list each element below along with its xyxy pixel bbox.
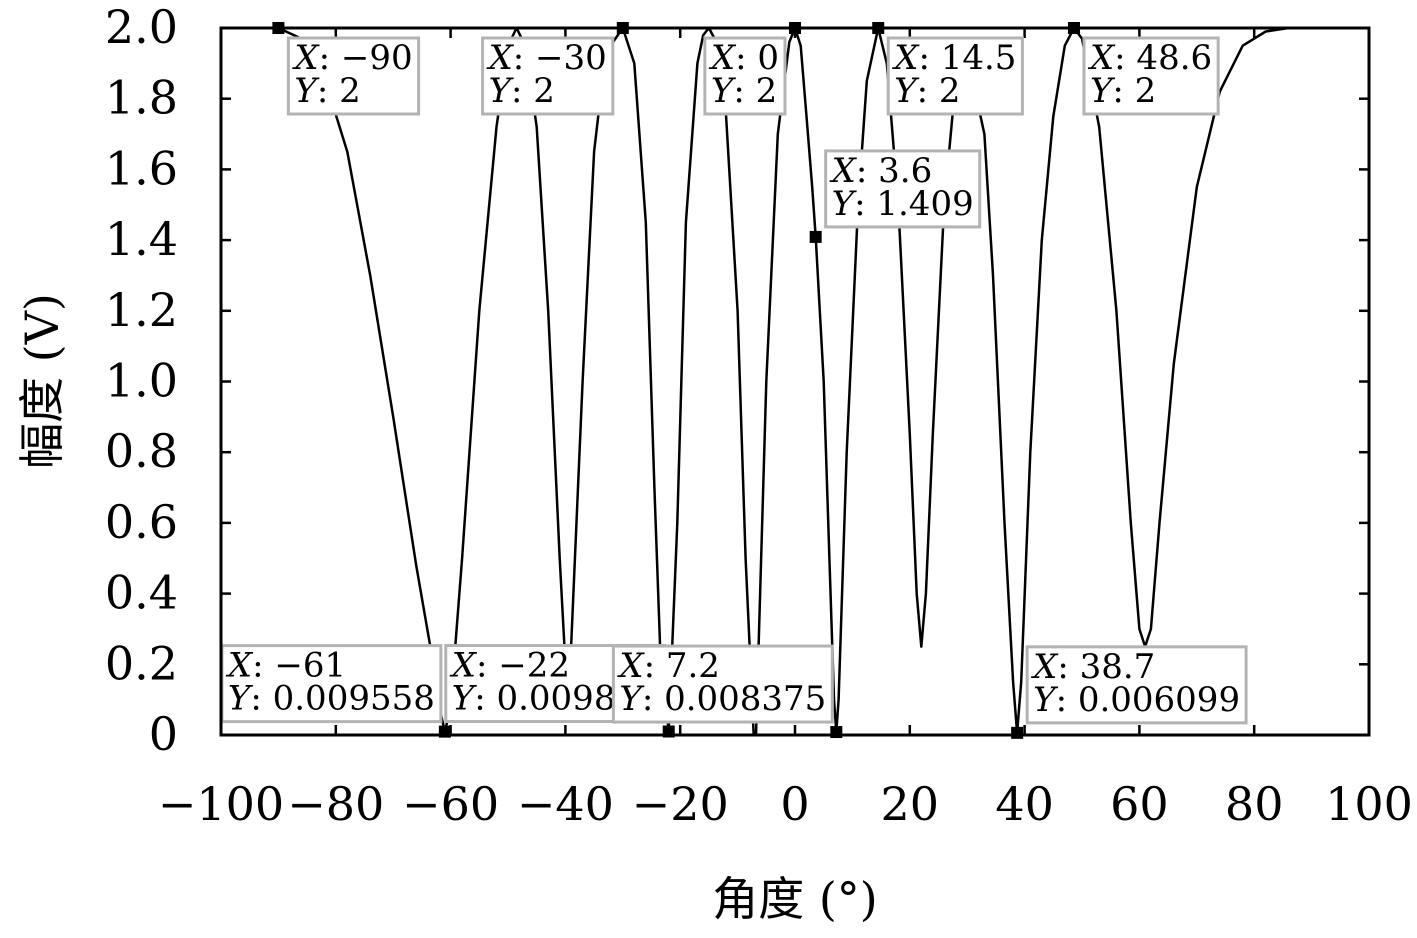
x-tick-label: −80 xyxy=(287,777,384,831)
datatip-x-text: X: 7.2 xyxy=(616,646,720,686)
datatip: X: 38.7Y: 0.006099 xyxy=(1025,645,1248,725)
datatip: X: 14.5Y: 2 xyxy=(886,36,1024,116)
y-tick-label: 1.8 xyxy=(105,71,178,125)
x-tick-label: −20 xyxy=(632,777,729,831)
x-tick-label: 60 xyxy=(1110,777,1169,831)
x-tick-label: −60 xyxy=(402,777,499,831)
datatip-y-text: Y: 0.009558 xyxy=(228,679,435,719)
datatip-y-text: Y: 2 xyxy=(894,71,960,111)
datatip-box xyxy=(286,36,421,116)
datatip: X: −30Y: 2 xyxy=(481,36,615,116)
datatip-x-text: X: −30 xyxy=(486,38,607,78)
datatip-x-text: X: 3.6 xyxy=(829,151,933,191)
datatip-marker xyxy=(1011,726,1024,739)
datatip-x-text: X: 48.6 xyxy=(1087,38,1212,78)
x-tick-label: 0 xyxy=(780,777,809,831)
datatip: X: −22Y: 0.009887 xyxy=(444,644,667,724)
x-tick-label: 80 xyxy=(1225,777,1284,831)
y-axis-title: 幅度 (V) xyxy=(15,293,69,469)
datatip-marker xyxy=(809,230,822,243)
datatip-x-text: X: −90 xyxy=(291,38,412,78)
datatip: X: 0Y: 2 xyxy=(703,36,787,116)
datatip-x-text: X: −61 xyxy=(225,646,346,686)
datatip-box xyxy=(481,36,615,116)
datatip-y-text: Y: 1.409 xyxy=(832,184,974,224)
datatip-box xyxy=(611,644,834,724)
y-tick-label: 0.8 xyxy=(105,424,178,478)
y-tick-label: 1.0 xyxy=(105,354,178,408)
datatip-box xyxy=(1082,36,1220,116)
annotations: X: −90Y: 2X: −30Y: 2X: 0Y: 2X: 14.5Y: 2X… xyxy=(220,36,1248,725)
y-tick-label: 1.6 xyxy=(105,141,178,195)
datatip-box xyxy=(220,644,443,724)
datatip-box xyxy=(703,36,787,116)
datatip-y-text: Y: 2 xyxy=(489,71,555,111)
x-tick-label: 100 xyxy=(1325,777,1413,831)
datatip-y-text: Y: 2 xyxy=(1090,71,1156,111)
datatip-y-text: Y: 0.006099 xyxy=(1033,680,1240,720)
plot-frame xyxy=(219,26,1371,737)
y-tick-label: 0.2 xyxy=(105,636,178,690)
datatip: X: 7.2Y: 0.008375 xyxy=(611,644,834,724)
y-tick-label: 2.0 xyxy=(105,0,178,54)
y-tick-label: 0.4 xyxy=(105,566,178,620)
datatip: X: −61Y: 0.009558 xyxy=(220,644,443,724)
datatip-x-text: X: 14.5 xyxy=(891,38,1016,78)
datatip-box xyxy=(1025,645,1248,725)
y-tick-label: 1.2 xyxy=(105,283,178,337)
datatip-y-text: Y: 2 xyxy=(294,71,360,111)
x-tick-label: 40 xyxy=(995,777,1054,831)
x-tick-label: −100 xyxy=(158,777,284,831)
datatip-y-text: Y: 0.008375 xyxy=(619,679,826,719)
x-tick-label: 20 xyxy=(881,777,940,831)
x-tick-label: −40 xyxy=(517,777,614,831)
datatip: X: 48.6Y: 2 xyxy=(1082,36,1220,116)
datatip: X: 3.6Y: 1.409 xyxy=(824,149,982,229)
y-tick-label: 0.6 xyxy=(105,495,178,549)
datatip-x-text: X: 38.7 xyxy=(1030,647,1155,687)
datatip-box xyxy=(824,149,982,229)
datatip-x-text: X: −22 xyxy=(449,646,570,686)
x-axis-title: 角度 (°) xyxy=(712,872,878,926)
datatip: X: −90Y: 2 xyxy=(286,36,421,116)
y-tick-label: 1.4 xyxy=(105,212,178,266)
datatip-box xyxy=(886,36,1024,116)
plot-area xyxy=(221,28,1369,735)
tick-labels: −100 −80 −60 −40 −20 0 20 40 60 80 100 0 0.2 0.4 0.6 0.… xyxy=(105,0,1413,831)
datatip-y-text: Y: 2 xyxy=(711,71,777,111)
datatip-x-text: X: 0 xyxy=(708,38,779,78)
y-tick-label: 0 xyxy=(149,707,178,761)
